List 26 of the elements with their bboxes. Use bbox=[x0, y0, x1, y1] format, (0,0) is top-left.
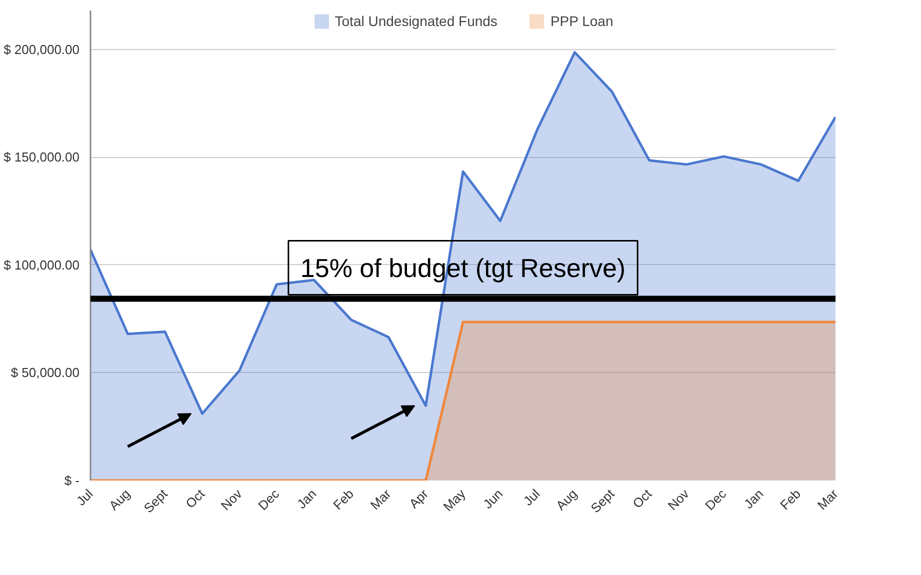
x-tick-label: Feb bbox=[777, 486, 804, 513]
x-tick-label: Feb bbox=[330, 486, 357, 513]
y-tick-label: $ 150,000.00 bbox=[4, 150, 80, 165]
x-tick-label: Jun bbox=[480, 486, 506, 512]
x-tick-label: Mar bbox=[367, 486, 394, 513]
x-tick-label: Nov bbox=[664, 486, 692, 514]
x-tick-label: Oct bbox=[182, 486, 208, 512]
x-tick-label: Aug bbox=[106, 486, 134, 514]
x-tick-label: Jul bbox=[73, 486, 96, 509]
x-tick-label: Jul bbox=[520, 486, 543, 509]
x-tick-label: Aug bbox=[553, 486, 580, 514]
x-tick-label: Mar bbox=[814, 486, 842, 513]
y-tick-label: $ - bbox=[64, 473, 80, 488]
x-tick-label: Apr bbox=[406, 486, 432, 512]
legend-label: PPP Loan bbox=[550, 13, 614, 29]
y-tick-label: $ 200,000.00 bbox=[4, 42, 80, 57]
x-tick-label: Oct bbox=[630, 486, 655, 512]
x-tick-label: Jan bbox=[294, 486, 320, 512]
legend-label: Total Undesignated Funds bbox=[334, 13, 498, 29]
y-tick-label: $ 50,000.00 bbox=[10, 365, 80, 380]
x-tick-label: Dec bbox=[702, 486, 730, 514]
x-tick-label: Nov bbox=[218, 486, 246, 514]
x-tick-label: May bbox=[440, 486, 469, 514]
x-tick-label: Jan bbox=[740, 486, 766, 512]
x-tick-label: Dec bbox=[255, 486, 282, 514]
y-tick-label: $ 100,000.00 bbox=[4, 257, 80, 272]
